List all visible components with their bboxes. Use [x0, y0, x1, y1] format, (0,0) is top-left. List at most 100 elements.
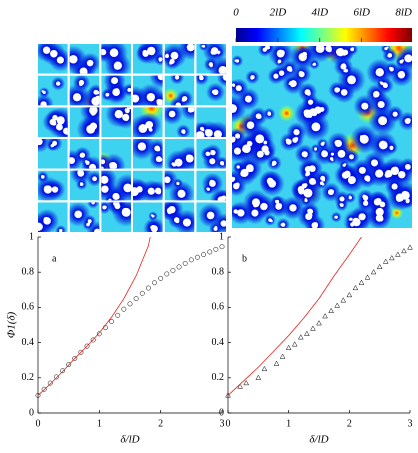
y-tick-label: 0.2: [212, 372, 225, 383]
particle: [158, 157, 163, 162]
heatmap: [38, 170, 68, 201]
particle: [264, 149, 269, 154]
particle: [77, 170, 83, 175]
colorbar: [236, 28, 412, 42]
particle: [306, 165, 311, 171]
x-tick-label: 3: [220, 418, 225, 429]
particle: [210, 150, 215, 154]
particle: [379, 81, 383, 84]
particle: [358, 214, 364, 220]
particle: [127, 88, 131, 92]
particle: [91, 107, 98, 113]
data-point: [72, 355, 78, 361]
particle: [393, 112, 397, 117]
x-tick-label: 2: [347, 418, 352, 429]
particle: [92, 202, 95, 203]
particle: [313, 222, 318, 227]
x-tick-label: 3: [408, 418, 413, 429]
particle: [352, 217, 359, 224]
particle: [84, 160, 88, 163]
particle: [234, 148, 240, 153]
shade: [170, 75, 185, 85]
particle: [362, 194, 367, 199]
particle: [185, 219, 191, 226]
particle: [145, 122, 151, 128]
particle: [279, 49, 285, 56]
particle: [396, 196, 402, 202]
data-point: [273, 360, 280, 366]
y-tick-label: 0: [29, 407, 34, 418]
particle: [365, 177, 371, 182]
y-tick-label: 1: [29, 231, 34, 242]
particle: [267, 111, 271, 115]
particle: [133, 94, 137, 101]
y-tick-label: 1: [219, 231, 224, 242]
particle: [232, 176, 236, 181]
particle: [158, 58, 162, 62]
particle: [75, 212, 81, 218]
particle: [206, 187, 209, 190]
particle: [53, 186, 58, 192]
heatmap: [101, 75, 132, 106]
x-tick-label: 1: [97, 418, 102, 429]
particle: [372, 160, 378, 166]
particle: [307, 208, 312, 213]
data-point: [170, 267, 176, 273]
heatmap: [133, 139, 163, 169]
particle: [344, 163, 347, 166]
particle: [201, 45, 204, 48]
particle: [217, 197, 223, 201]
particle: [304, 197, 307, 201]
particle: [157, 75, 163, 78]
data-point: [279, 353, 286, 359]
particle: [128, 107, 132, 110]
hot-spot: [278, 104, 296, 122]
particle: [51, 121, 57, 126]
x-axis-label: δ/lD: [309, 434, 328, 446]
particle: [234, 210, 238, 214]
data-point: [401, 247, 407, 254]
particle: [363, 200, 368, 204]
particle: [377, 69, 384, 76]
data-point: [316, 320, 322, 326]
particle: [187, 107, 193, 113]
particle: [250, 76, 254, 80]
particle: [171, 162, 175, 166]
particle: [404, 56, 411, 62]
particle: [123, 116, 129, 122]
data-point: [219, 244, 225, 250]
particle: [401, 59, 404, 62]
data-point: [109, 319, 115, 324]
particle: [306, 91, 311, 96]
particle: [101, 49, 104, 54]
particle: [143, 51, 148, 57]
particle: [348, 218, 352, 221]
shade: [164, 170, 178, 191]
colorbar-label: 8lD: [395, 7, 412, 19]
particle: [280, 223, 284, 227]
particle: [211, 89, 217, 94]
particle: [222, 75, 226, 80]
particle: [175, 102, 181, 106]
particle: [314, 148, 317, 151]
heatmap: [101, 44, 132, 74]
data-point: [66, 362, 72, 368]
particle: [303, 183, 308, 187]
particle: [331, 158, 334, 162]
particle: [321, 182, 325, 186]
particle: [65, 130, 68, 135]
particle: [114, 63, 120, 70]
particle: [334, 140, 340, 146]
heatmap: [164, 44, 195, 74]
data-point: [60, 368, 65, 374]
particle: [294, 129, 299, 134]
particle: [298, 186, 304, 191]
data-point: [84, 343, 90, 349]
particle: [209, 179, 215, 185]
particle: [88, 60, 94, 65]
particle: [114, 194, 120, 200]
particle: [289, 205, 295, 212]
particle: [334, 216, 337, 219]
particle: [236, 86, 241, 91]
particle: [140, 124, 147, 131]
